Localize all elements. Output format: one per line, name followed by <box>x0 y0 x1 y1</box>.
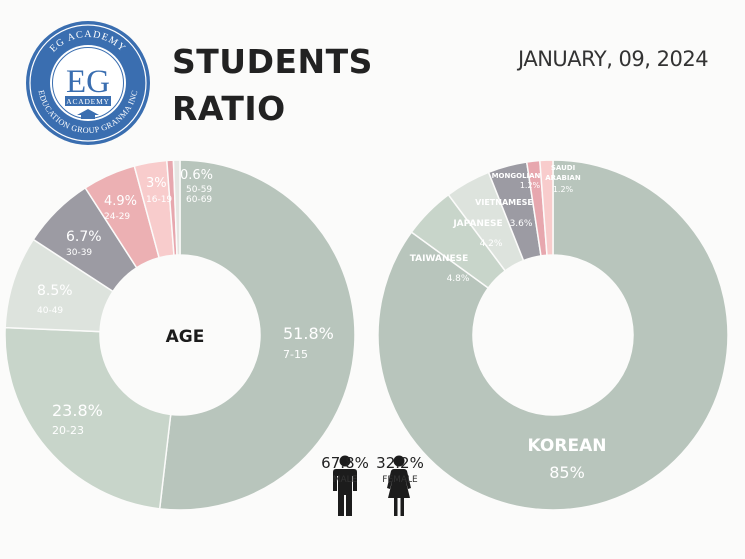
age-slice-7-15 <box>158 159 356 511</box>
male-stat: 67.8% MALE <box>315 454 375 485</box>
logo-building-icon <box>77 109 99 119</box>
eg-academy-logo: EG ACADEMY EDUCATION GROUP GRANMA INC EG… <box>26 21 150 145</box>
age-value-label: 4.9% <box>104 194 137 209</box>
nationality-value-label: 85% <box>549 463 585 482</box>
female-stat: 32.2% FEMALE <box>370 454 430 485</box>
age-center-title: AGE <box>166 327 205 347</box>
male-icon <box>333 455 357 516</box>
nationality-name-label: KOREAN <box>528 436 607 456</box>
nationality-value-label: 4.8% <box>447 274 470 284</box>
female-icon <box>387 455 411 516</box>
age-value-label: 3% <box>146 176 167 191</box>
nationality-donut-chart <box>377 159 729 511</box>
male-percent: 67.8% <box>321 454 369 472</box>
nationality-value-label: 4.2% <box>480 239 503 249</box>
chart-labels: 51.8% 7-15 23.8% 20-23 8.5% 40-49 6.7% 30-39 4.9… <box>37 164 606 482</box>
age-value-label: 23.8% <box>52 401 103 420</box>
age-range-label: 40-49 <box>37 306 63 316</box>
age-range-label: 16-19 <box>146 195 172 205</box>
age-value-label: 8.5% <box>37 283 73 299</box>
age-slice-20-23 <box>4 326 172 510</box>
age-range-label: 24-29 <box>104 212 130 222</box>
title-line-1: STUDENTS <box>172 42 373 81</box>
age-donut-chart <box>4 159 356 511</box>
nationality-name-label: SAUDI <box>551 164 575 172</box>
page-title: STUDENTS RATIO <box>172 38 373 132</box>
nationality-name-label: VIETNAMESE <box>475 198 533 207</box>
male-label: MALE <box>332 475 358 485</box>
age-range-label: 7-15 <box>283 348 308 361</box>
female-label: FEMALE <box>382 475 418 485</box>
logo-initials: EG <box>66 64 110 100</box>
nationality-name-label: ARABIAN <box>545 174 581 182</box>
female-percent: 32.2% <box>376 454 424 472</box>
report-date: JANUARY, 09, 2024 <box>518 47 709 71</box>
nationality-value-label: 1.2% <box>553 185 574 194</box>
age-value-label: 51.8% <box>283 324 334 343</box>
nationality-value-label: 3.6% <box>510 219 533 229</box>
nationality-value-label: 1.2% <box>520 181 541 190</box>
nationality-name-label: JAPANESE <box>452 219 502 229</box>
age-range-label: 20-23 <box>52 424 84 437</box>
age-value-label: 6.7% <box>66 229 102 245</box>
nationality-slice-saudi-arabian <box>539 159 554 257</box>
age-range-label: 60-69 <box>186 195 212 205</box>
age-value-label: 0.6% <box>180 168 213 183</box>
age-range-label: 50-59 <box>186 185 212 195</box>
title-line-2: RATIO <box>172 89 286 128</box>
age-range-label: 30-39 <box>66 248 92 258</box>
nationality-name-label: MONGOLIAN <box>492 172 541 180</box>
age-slice-60-69 <box>172 159 181 256</box>
nationality-name-label: TAIWANESE <box>410 254 469 264</box>
nationality-slice-korean <box>377 159 729 511</box>
logo-ribbon-text: ACADEMY <box>66 97 110 106</box>
